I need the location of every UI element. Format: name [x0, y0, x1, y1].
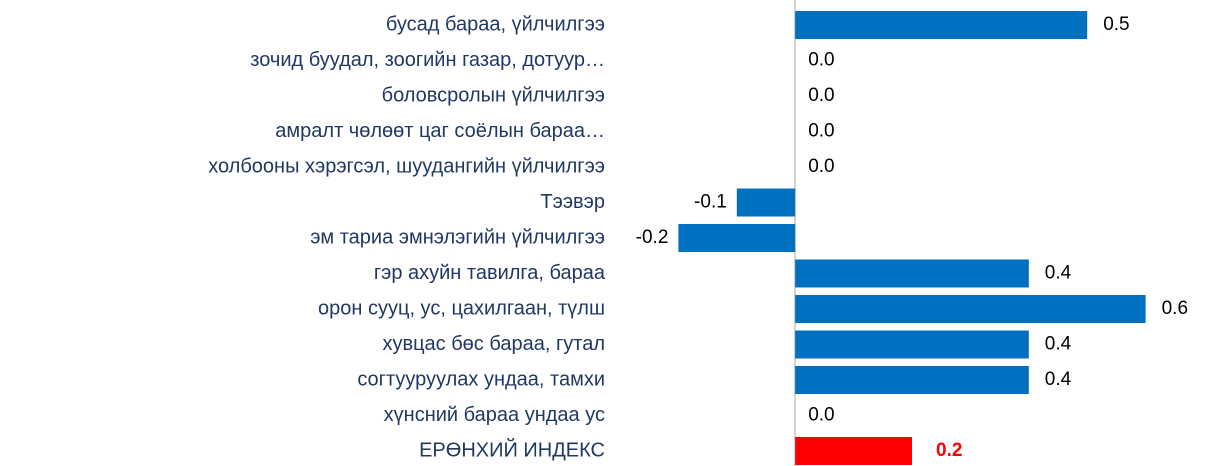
- bar: [736, 188, 796, 217]
- category-label: согтууруулах ундаа, тамхи: [357, 368, 605, 390]
- value-label: 0.0: [808, 156, 834, 177]
- value-label: 0.0: [808, 405, 834, 426]
- bar: [795, 11, 1088, 39]
- category-label: хувцас бөс бараа, гутал: [382, 333, 605, 355]
- category-label: гэр ахуйн тавилга, бараа: [374, 262, 606, 284]
- bar: [795, 259, 1029, 288]
- category-label: Тээвэр: [540, 191, 605, 213]
- value-label: 0.2: [936, 440, 962, 461]
- category-label: боловсролын үйлчилгээ: [382, 84, 605, 106]
- bar: [678, 224, 796, 252]
- category-label: холбооны хэрэгсэл, шуудангийн үйлчилгээ: [208, 155, 605, 177]
- bar: [795, 330, 1029, 359]
- value-label: 0.4: [1045, 334, 1072, 355]
- value-label: 0.0: [808, 121, 834, 142]
- category-label: зочид буудал, зоогийн газар, дотуур…: [250, 49, 605, 71]
- category-label: эм тариа эмнэлэгийн үйлчилгээ: [310, 226, 605, 248]
- bar: [795, 437, 912, 465]
- value-label: -0.2: [636, 227, 669, 248]
- value-label: 0.0: [808, 85, 834, 106]
- category-label: амралт чөлөөт цаг соёлын бараа…: [275, 120, 605, 142]
- value-label: 0.4: [1045, 263, 1072, 284]
- category-label: бусад бараа, үйлчилгээ: [386, 13, 605, 35]
- value-label: 0.4: [1045, 369, 1072, 390]
- category-label: орон сууц, ус, цахилгаан, түлш: [318, 297, 605, 319]
- category-label: хүнсний бараа ундаа ус: [384, 404, 605, 426]
- bar: [795, 295, 1146, 323]
- value-label: -0.1: [694, 192, 727, 213]
- value-label: 0.6: [1162, 298, 1188, 319]
- value-label: 0.5: [1103, 14, 1129, 35]
- value-label: 0.0: [808, 50, 834, 71]
- category-label: ЕРӨНХИЙ ИНДЕКС: [419, 437, 605, 461]
- bar: [795, 366, 1029, 394]
